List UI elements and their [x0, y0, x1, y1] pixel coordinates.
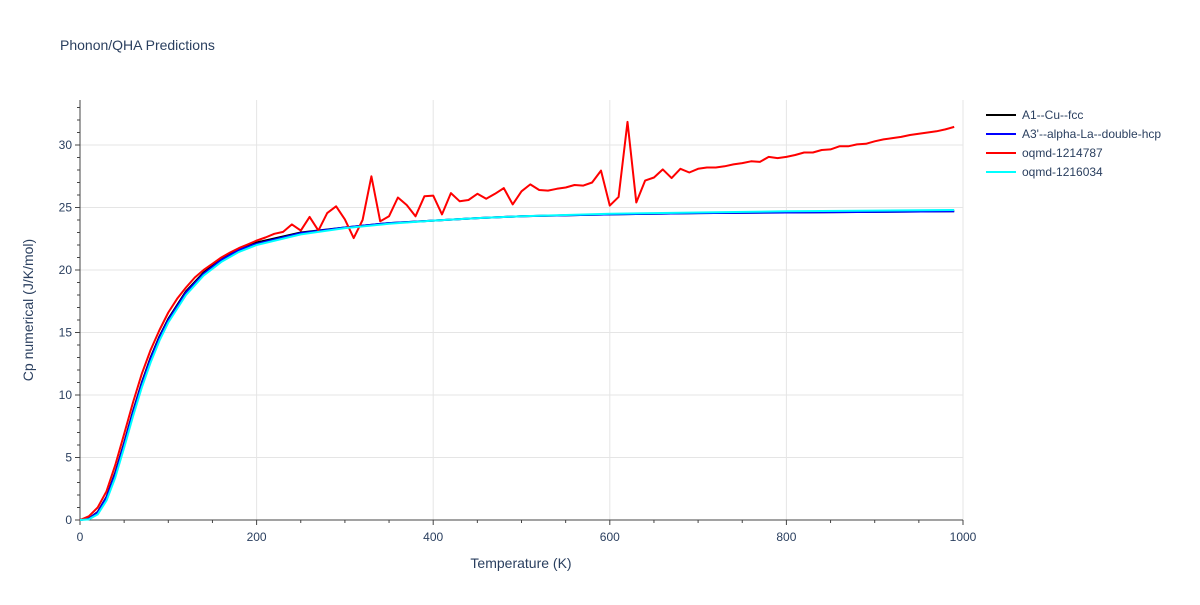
x-tick-label: 400 [423, 530, 443, 544]
y-tick-label: 15 [59, 326, 73, 340]
x-tick-label: 800 [776, 530, 796, 544]
axes [75, 100, 964, 525]
x-axis-title: Temperature (K) [470, 555, 571, 571]
grid-lines [80, 100, 964, 520]
legend-item[interactable]: oqmd-1214787 [986, 146, 1103, 160]
legend-label: A1--Cu--fcc [1022, 108, 1083, 122]
y-axis-title: Cp numerical (J/K/mol) [20, 239, 36, 381]
x-tick-label: 0 [77, 530, 84, 544]
legend-label: oqmd-1216034 [1022, 165, 1103, 179]
legend-item[interactable]: oqmd-1216034 [986, 165, 1103, 179]
y-tick-label: 20 [59, 263, 73, 277]
y-tick-label: 0 [65, 513, 72, 527]
x-tick-label: 600 [600, 530, 620, 544]
y-tick-label: 30 [59, 138, 73, 152]
y-tick-label: 5 [65, 451, 72, 465]
x-tick-label: 200 [247, 530, 267, 544]
legend: A1--Cu--fcc A3'--alpha-La--double-hcp oqmd… [986, 108, 1161, 179]
legend-label: A3'--alpha-La--double-hcp [1022, 127, 1161, 141]
series-lines [79, 120, 955, 521]
tick-labels: 0 200 400 600 800 1000 0 5 10 15 20 25 30 [59, 138, 977, 544]
legend-label: oqmd-1214787 [1022, 146, 1103, 160]
series-line-oqmd-1214787 [79, 120, 955, 521]
y-tick-label: 25 [59, 201, 73, 215]
legend-item[interactable]: A1--Cu--fcc [986, 108, 1083, 122]
chart-title: Phonon/QHA Predictions [60, 37, 215, 53]
y-tick-label: 10 [59, 388, 73, 402]
x-tick-label: 1000 [950, 530, 977, 544]
legend-item[interactable]: A3'--alpha-La--double-hcp [986, 127, 1161, 141]
series-line-oqmd-1216034 [79, 209, 955, 521]
